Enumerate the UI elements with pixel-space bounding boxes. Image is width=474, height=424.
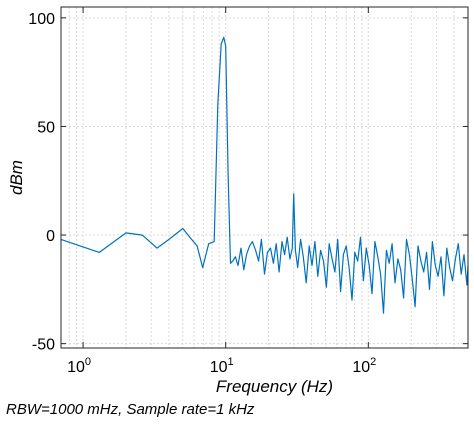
x-tick-base: 10 [67, 359, 85, 376]
x-tick-base: 10 [210, 359, 228, 376]
x-axis-label: Frequency (Hz) [216, 377, 333, 396]
x-tick-exponent: 1 [228, 356, 234, 368]
x-tick-label: 102 [352, 356, 376, 376]
x-tick-label: 101 [210, 356, 234, 376]
series-line [60, 36, 469, 314]
y-axis-label: dBm [7, 160, 26, 195]
x-tick-exponent: 2 [370, 356, 376, 368]
axis-ticks [61, 7, 468, 348]
y-tick-label: 0 [46, 228, 55, 245]
x-tick-exponent: 0 [85, 356, 91, 368]
x-tick-label: 100 [67, 356, 91, 376]
axes-box [60, 6, 469, 349]
y-tick-label: 50 [37, 119, 55, 136]
y-tick-label: -50 [32, 337, 55, 354]
x-tick-base: 10 [352, 359, 370, 376]
grid [60, 7, 469, 348]
footer-caption: RBW=1000 mHz, Sample rate=1 kHz [6, 401, 255, 418]
y-tick-label: 100 [28, 11, 55, 28]
